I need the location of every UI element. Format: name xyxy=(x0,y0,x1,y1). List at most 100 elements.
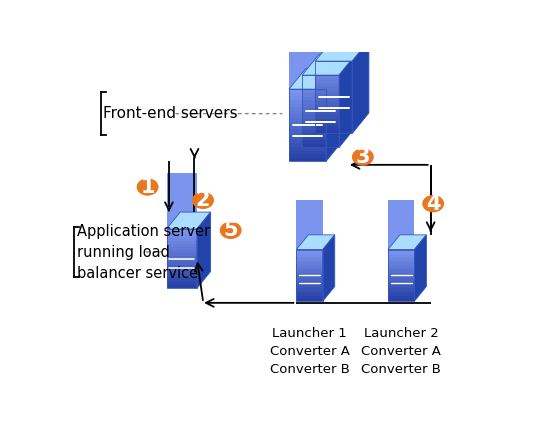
Polygon shape xyxy=(167,184,197,244)
Polygon shape xyxy=(388,239,415,291)
Polygon shape xyxy=(302,46,339,119)
Polygon shape xyxy=(167,205,197,265)
Polygon shape xyxy=(167,199,197,259)
Polygon shape xyxy=(289,64,326,136)
Text: 3: 3 xyxy=(356,147,370,167)
Polygon shape xyxy=(167,229,197,288)
Polygon shape xyxy=(289,68,326,140)
Polygon shape xyxy=(289,68,343,89)
Polygon shape xyxy=(388,249,415,301)
Polygon shape xyxy=(388,221,415,273)
Polygon shape xyxy=(296,206,323,257)
Polygon shape xyxy=(302,57,339,129)
Polygon shape xyxy=(339,55,356,148)
Polygon shape xyxy=(296,213,323,265)
Polygon shape xyxy=(296,211,323,262)
Polygon shape xyxy=(388,242,415,294)
Polygon shape xyxy=(289,31,326,103)
Polygon shape xyxy=(388,235,426,249)
Polygon shape xyxy=(388,200,415,252)
Polygon shape xyxy=(302,75,339,148)
Text: 4: 4 xyxy=(426,194,441,213)
Polygon shape xyxy=(302,17,339,90)
Polygon shape xyxy=(296,226,323,278)
Polygon shape xyxy=(167,217,197,277)
Text: 2: 2 xyxy=(196,191,210,210)
Polygon shape xyxy=(326,68,343,162)
Polygon shape xyxy=(167,181,197,241)
Polygon shape xyxy=(296,203,323,255)
Polygon shape xyxy=(315,21,352,94)
Circle shape xyxy=(353,149,373,165)
Polygon shape xyxy=(315,0,352,72)
Polygon shape xyxy=(302,36,339,108)
Polygon shape xyxy=(352,41,369,133)
Polygon shape xyxy=(302,42,339,115)
Polygon shape xyxy=(315,36,352,108)
Polygon shape xyxy=(315,39,352,112)
Polygon shape xyxy=(289,28,326,100)
Polygon shape xyxy=(388,208,415,260)
Polygon shape xyxy=(415,235,426,301)
Polygon shape xyxy=(302,10,339,82)
Polygon shape xyxy=(315,47,352,119)
Polygon shape xyxy=(289,60,326,132)
Polygon shape xyxy=(167,202,197,262)
Polygon shape xyxy=(289,46,326,118)
Polygon shape xyxy=(315,7,352,79)
Polygon shape xyxy=(388,224,415,275)
Polygon shape xyxy=(296,242,323,294)
Polygon shape xyxy=(388,216,415,268)
Circle shape xyxy=(138,179,158,195)
Polygon shape xyxy=(296,200,323,252)
Polygon shape xyxy=(167,178,197,238)
Circle shape xyxy=(193,192,213,208)
Text: 5: 5 xyxy=(223,220,238,240)
Polygon shape xyxy=(296,231,323,283)
Polygon shape xyxy=(323,235,335,301)
Text: Launcher 2
Converter A
Converter B: Launcher 2 Converter A Converter B xyxy=(361,327,441,376)
Polygon shape xyxy=(388,211,415,262)
Polygon shape xyxy=(167,208,197,268)
Polygon shape xyxy=(388,206,415,257)
Polygon shape xyxy=(302,32,339,104)
Polygon shape xyxy=(167,223,197,282)
Polygon shape xyxy=(167,187,197,247)
Polygon shape xyxy=(302,71,339,144)
Polygon shape xyxy=(296,247,323,299)
Polygon shape xyxy=(289,53,326,125)
Polygon shape xyxy=(315,14,352,87)
Polygon shape xyxy=(388,203,415,255)
Polygon shape xyxy=(289,74,326,147)
Polygon shape xyxy=(167,214,197,274)
Polygon shape xyxy=(388,234,415,286)
Polygon shape xyxy=(302,64,339,137)
Polygon shape xyxy=(302,21,339,93)
Polygon shape xyxy=(315,54,352,126)
Polygon shape xyxy=(289,24,326,97)
Polygon shape xyxy=(315,3,352,76)
Polygon shape xyxy=(388,236,415,288)
Circle shape xyxy=(423,196,443,212)
Polygon shape xyxy=(167,193,197,253)
Polygon shape xyxy=(315,25,352,97)
Polygon shape xyxy=(167,226,197,285)
Polygon shape xyxy=(388,213,415,265)
Polygon shape xyxy=(296,244,323,296)
Text: 1: 1 xyxy=(140,177,155,197)
Polygon shape xyxy=(315,10,352,83)
Polygon shape xyxy=(302,55,356,75)
Polygon shape xyxy=(315,18,352,90)
Text: Application server
running load
balancer service: Application server running load balancer… xyxy=(77,223,211,281)
Text: Front-end servers: Front-end servers xyxy=(103,106,238,121)
Polygon shape xyxy=(289,71,326,143)
Polygon shape xyxy=(296,234,323,286)
Polygon shape xyxy=(296,249,323,301)
Polygon shape xyxy=(296,224,323,275)
Polygon shape xyxy=(289,89,326,162)
Polygon shape xyxy=(302,13,339,86)
Polygon shape xyxy=(296,229,323,281)
Polygon shape xyxy=(315,0,352,68)
Polygon shape xyxy=(302,61,339,133)
Polygon shape xyxy=(296,236,323,288)
